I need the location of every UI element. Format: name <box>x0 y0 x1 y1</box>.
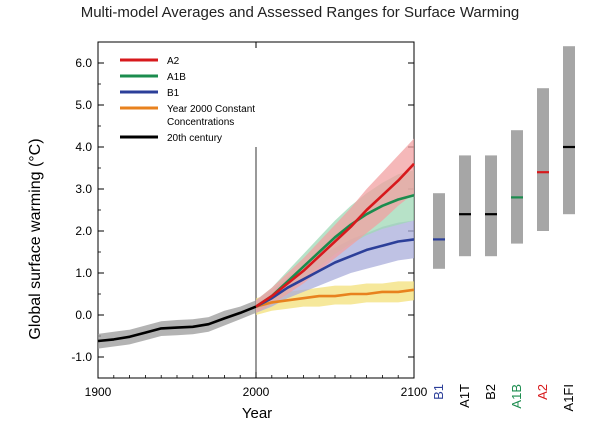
legend-label: 20th century <box>167 133 222 144</box>
range-band-b1 <box>256 220 414 313</box>
scenario-label: A1B <box>509 384 524 409</box>
series-line-20th-century <box>97 305 257 343</box>
y-tick-label: 4.0 <box>75 140 92 154</box>
legend-label: Year 2000 Constant <box>167 104 255 115</box>
scenario-label: B2 <box>483 384 498 400</box>
range-band-a2 <box>256 138 414 313</box>
x-axis-label: Year <box>242 405 272 422</box>
y-tick-label: 2.0 <box>75 224 92 238</box>
series-line-year-2000-constant-concentrations <box>255 288 415 308</box>
y-tick-label: 3.0 <box>75 182 92 196</box>
chart-title: Multi-model Averages and Assessed Ranges… <box>81 4 520 21</box>
assessed-range-bar <box>563 46 575 215</box>
scenario-label: B1 <box>431 384 446 400</box>
y-tick-label: -1.0 <box>71 350 92 364</box>
y-axis-label: Global surface warming (°C) <box>27 138 44 339</box>
scenario-label: A2 <box>535 384 550 400</box>
assessed-ranges: B1 A1T B2 A1B A2 A1FI <box>431 46 576 411</box>
assessed-range-bar <box>433 193 445 269</box>
series-line-b1 <box>255 238 415 308</box>
y-tick-label: 5.0 <box>75 98 92 112</box>
x-tick-label: 2100 <box>401 385 428 399</box>
assessed-range-bar <box>485 155 497 257</box>
y-tick-label: 6.0 <box>75 56 92 70</box>
assessed-range-bar <box>459 155 471 257</box>
y-tick-label: 1.0 <box>75 266 92 280</box>
y-tick-label: 0.0 <box>75 308 92 322</box>
assessed-range-bar <box>537 88 549 231</box>
legend-label: B1 <box>167 88 180 99</box>
legend-label: A2 <box>167 56 180 67</box>
plot-area: -1.0 0.0 1.0 2.0 3.0 4.0 5.0 6.0 1900 2000 2100 A2 A… <box>71 41 428 399</box>
range-band-20th-century <box>98 300 256 349</box>
range-band-year-2000-constant-concentrations <box>256 281 414 315</box>
series-line-a2 <box>255 162 415 308</box>
legend-label: Concentrations <box>167 117 234 128</box>
scenario-label: A1FI <box>561 384 576 411</box>
assessed-range-bar <box>511 130 523 244</box>
x-tick-label: 1900 <box>85 385 112 399</box>
scenario-label: A1T <box>457 384 472 408</box>
legend-label: A1B <box>167 72 186 83</box>
x-tick-label: 2000 <box>243 385 270 399</box>
